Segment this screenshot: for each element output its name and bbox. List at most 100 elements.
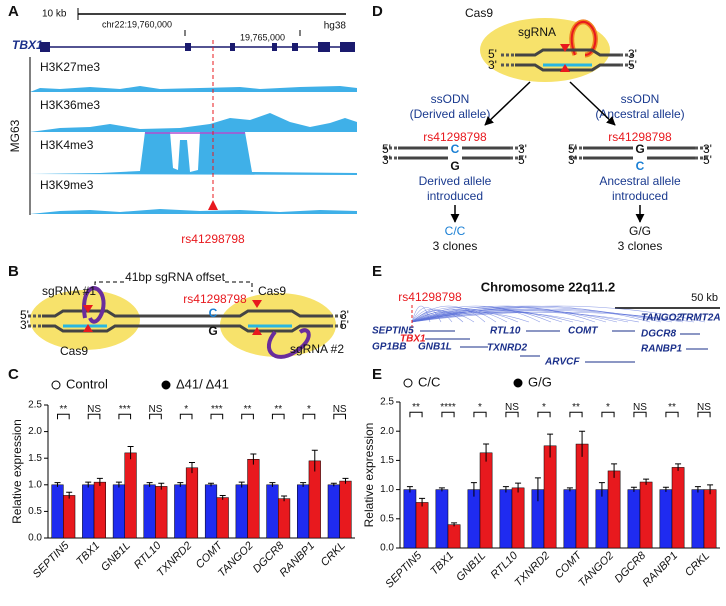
end-label: 5'	[382, 142, 391, 156]
gene-name: TBX1	[12, 38, 43, 52]
sig-bracket	[697, 411, 711, 418]
allele: G	[635, 142, 644, 156]
bar	[155, 486, 168, 539]
error-bar	[342, 477, 349, 484]
snp-label: rs41298798	[423, 130, 487, 144]
result-label: Ancestral allele	[599, 174, 681, 188]
sig-bracket	[57, 413, 70, 420]
bar	[659, 489, 673, 549]
legend-marker	[403, 378, 413, 388]
bar	[93, 481, 106, 539]
error-bar	[694, 486, 701, 493]
sig-bracket	[441, 411, 455, 418]
x-tick-label: SEPTIN5	[383, 549, 425, 591]
end-label: 3'	[20, 318, 29, 332]
sig-bracket	[241, 413, 254, 420]
result-label: introduced	[427, 189, 483, 203]
error-bar	[281, 495, 288, 502]
error-bar	[502, 486, 509, 493]
panel-label: E	[372, 366, 382, 383]
error-bar	[146, 482, 153, 487]
cas9-label: Cas9	[258, 284, 286, 298]
panel-label: E	[372, 263, 382, 280]
scale-label: 50 kb	[691, 292, 718, 304]
sig-label: ***	[119, 404, 131, 415]
error-bar	[311, 449, 318, 472]
strand	[515, 48, 620, 57]
snp-marker	[208, 200, 218, 210]
cas9-label: Cas9	[60, 344, 88, 358]
arc	[411, 307, 552, 323]
y-tick-label: 0.5	[28, 506, 42, 517]
sig-bracket	[149, 413, 162, 420]
allele: C	[209, 306, 218, 320]
bar	[216, 497, 229, 539]
gene-label: COMT	[568, 326, 598, 337]
error-bar	[470, 482, 477, 497]
error-bar	[127, 445, 134, 460]
sgrna	[267, 328, 311, 359]
error-bar	[611, 463, 618, 478]
gene-label: SEPTIN5	[372, 326, 414, 337]
bar	[204, 484, 218, 539]
y-tick-label: 0.0	[380, 543, 394, 554]
sig-label: **	[572, 402, 580, 413]
locus-title: Chromosome 22q11.2	[481, 279, 615, 294]
bar	[112, 484, 125, 539]
panel-label: D	[372, 3, 383, 20]
sig-bracket	[179, 413, 193, 420]
bar	[278, 498, 291, 539]
end-label: 5'	[488, 47, 497, 61]
sig-bracket	[505, 411, 519, 418]
sig-label: NS	[148, 404, 162, 415]
sig-bracket	[569, 411, 583, 418]
end-label: 3'	[382, 153, 391, 167]
error-bar	[707, 484, 714, 495]
error-bar	[515, 482, 522, 493]
bar	[297, 484, 310, 539]
arc	[411, 305, 541, 323]
sig-label: *	[307, 404, 311, 415]
gene-label: TXNRD2	[487, 343, 527, 354]
clone-count: 3 clones	[618, 239, 663, 253]
arc	[411, 308, 673, 323]
error-bar	[675, 463, 682, 471]
end-label: 5'	[340, 318, 349, 332]
bar	[703, 489, 717, 549]
arrow	[569, 81, 616, 126]
error-bar	[177, 482, 184, 487]
end-label: 3'	[518, 142, 527, 156]
error-bar	[630, 486, 637, 492]
y-tick-label: 2.5	[28, 400, 42, 411]
sig-label: **	[412, 402, 420, 413]
error-bar	[566, 487, 573, 492]
allele: C	[451, 142, 460, 156]
sig-label: *	[184, 404, 188, 415]
x-tick-label: SEPTIN5	[31, 539, 73, 581]
snp-label: rs41298798	[398, 290, 462, 304]
gene-label: GP1BB	[372, 342, 406, 353]
bar	[124, 452, 137, 539]
bar	[63, 495, 76, 539]
track-label: H3K9me3	[40, 178, 94, 192]
panel-label: B	[8, 263, 19, 280]
gene-label: ARVCF	[544, 357, 580, 368]
legend-marker	[513, 378, 523, 388]
cut-site	[560, 44, 570, 72]
sig-bracket	[333, 413, 346, 420]
sig-label: **	[668, 402, 676, 413]
sig-label: *	[606, 402, 610, 413]
end-label: 3'	[340, 308, 349, 322]
track-label: H3K27me3	[40, 60, 100, 74]
y-tick-label: 2.5	[380, 397, 394, 408]
error-bar	[300, 482, 307, 487]
bar	[403, 489, 417, 549]
sample-label: MG63	[8, 119, 22, 152]
bar	[479, 452, 493, 549]
gene-label: TBX1	[400, 334, 426, 345]
error-bar	[85, 481, 92, 488]
error-bar	[188, 461, 195, 474]
genotype: G/G	[629, 224, 651, 238]
sgrna-label: sgRNA	[518, 25, 556, 39]
